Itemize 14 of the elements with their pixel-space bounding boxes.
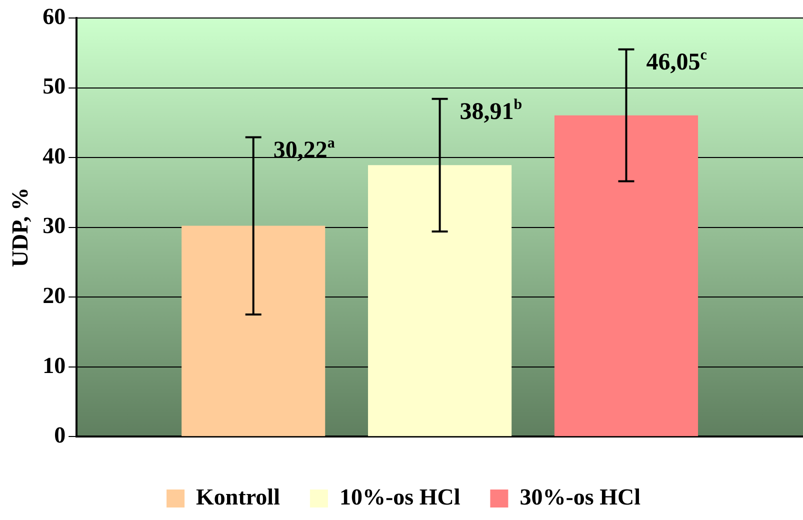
- y-tick-label: 0: [54, 422, 66, 448]
- legend-label: 10%-os HCl: [339, 484, 460, 510]
- y-axis-title: UDP, %: [8, 187, 33, 268]
- legend-label: Kontroll: [196, 484, 280, 510]
- legend-label: 30%-os HCl: [520, 484, 640, 510]
- y-tick-label: 40: [42, 143, 66, 168]
- bar: [182, 226, 326, 436]
- y-tick-label: 60: [42, 4, 66, 29]
- y-tick-label: 30: [42, 213, 66, 238]
- y-tick-label: 50: [42, 74, 66, 99]
- bar: [368, 165, 512, 436]
- bar: [554, 115, 698, 436]
- y-tick-label: 10: [42, 352, 66, 378]
- y-tick-label: 20: [42, 283, 66, 308]
